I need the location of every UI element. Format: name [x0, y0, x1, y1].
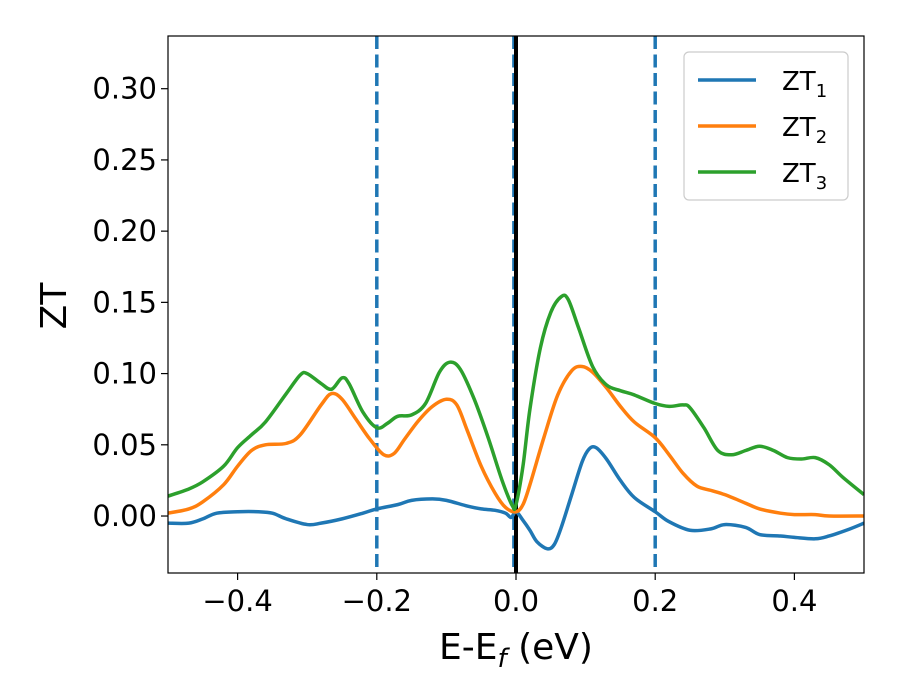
- plot-area: [168, 36, 864, 573]
- legend-entry: ZT1: [782, 67, 827, 102]
- legend-box: [683, 51, 849, 201]
- x-tick-label: −0.4: [202, 584, 272, 618]
- legend-entry-name: ZT: [782, 113, 816, 143]
- legend-entry: ZT2: [782, 113, 827, 148]
- series-line-zt2: [168, 364, 864, 518]
- legend-entry: ZT3: [782, 159, 827, 194]
- y-tick-label: 0.00: [92, 499, 157, 533]
- plot-content: [168, 36, 864, 573]
- y-tick-label: 0.05: [92, 428, 157, 462]
- x-tick-label: 0.2: [632, 584, 678, 618]
- x-tick-label: −0.2: [342, 584, 412, 618]
- axes: −0.4 −0.2 0.0 0.2 0.4 0.00 0.05 0.10 0.15 0.20 0.2…: [92, 35, 865, 618]
- y-axis-label: ZT: [34, 282, 75, 330]
- y-tick-label: 0.15: [92, 285, 157, 319]
- series-line-zt3: [168, 293, 864, 512]
- y-tick-label: 0.20: [92, 214, 157, 248]
- x-axis-label-main: E-E: [439, 627, 497, 668]
- legend-entry-name: ZT: [782, 67, 816, 97]
- x-tick-label: 0.0: [493, 584, 539, 618]
- series-line-zt1: [168, 445, 864, 551]
- legend-entry-subscript: 3: [816, 173, 827, 194]
- legend-entry-name: ZT: [782, 159, 816, 189]
- x-axis-label-units: (eV): [507, 627, 593, 668]
- x-axis-label: E-Ef (eV): [439, 627, 593, 674]
- y-tick-label: 0.30: [92, 72, 157, 106]
- x-tick-label: 0.4: [771, 584, 817, 618]
- y-tick-label: 0.10: [92, 357, 157, 391]
- y-tick-label: 0.25: [92, 143, 157, 177]
- legend-entry-subscript: 1: [816, 81, 827, 102]
- legend-entry-subscript: 2: [816, 127, 827, 148]
